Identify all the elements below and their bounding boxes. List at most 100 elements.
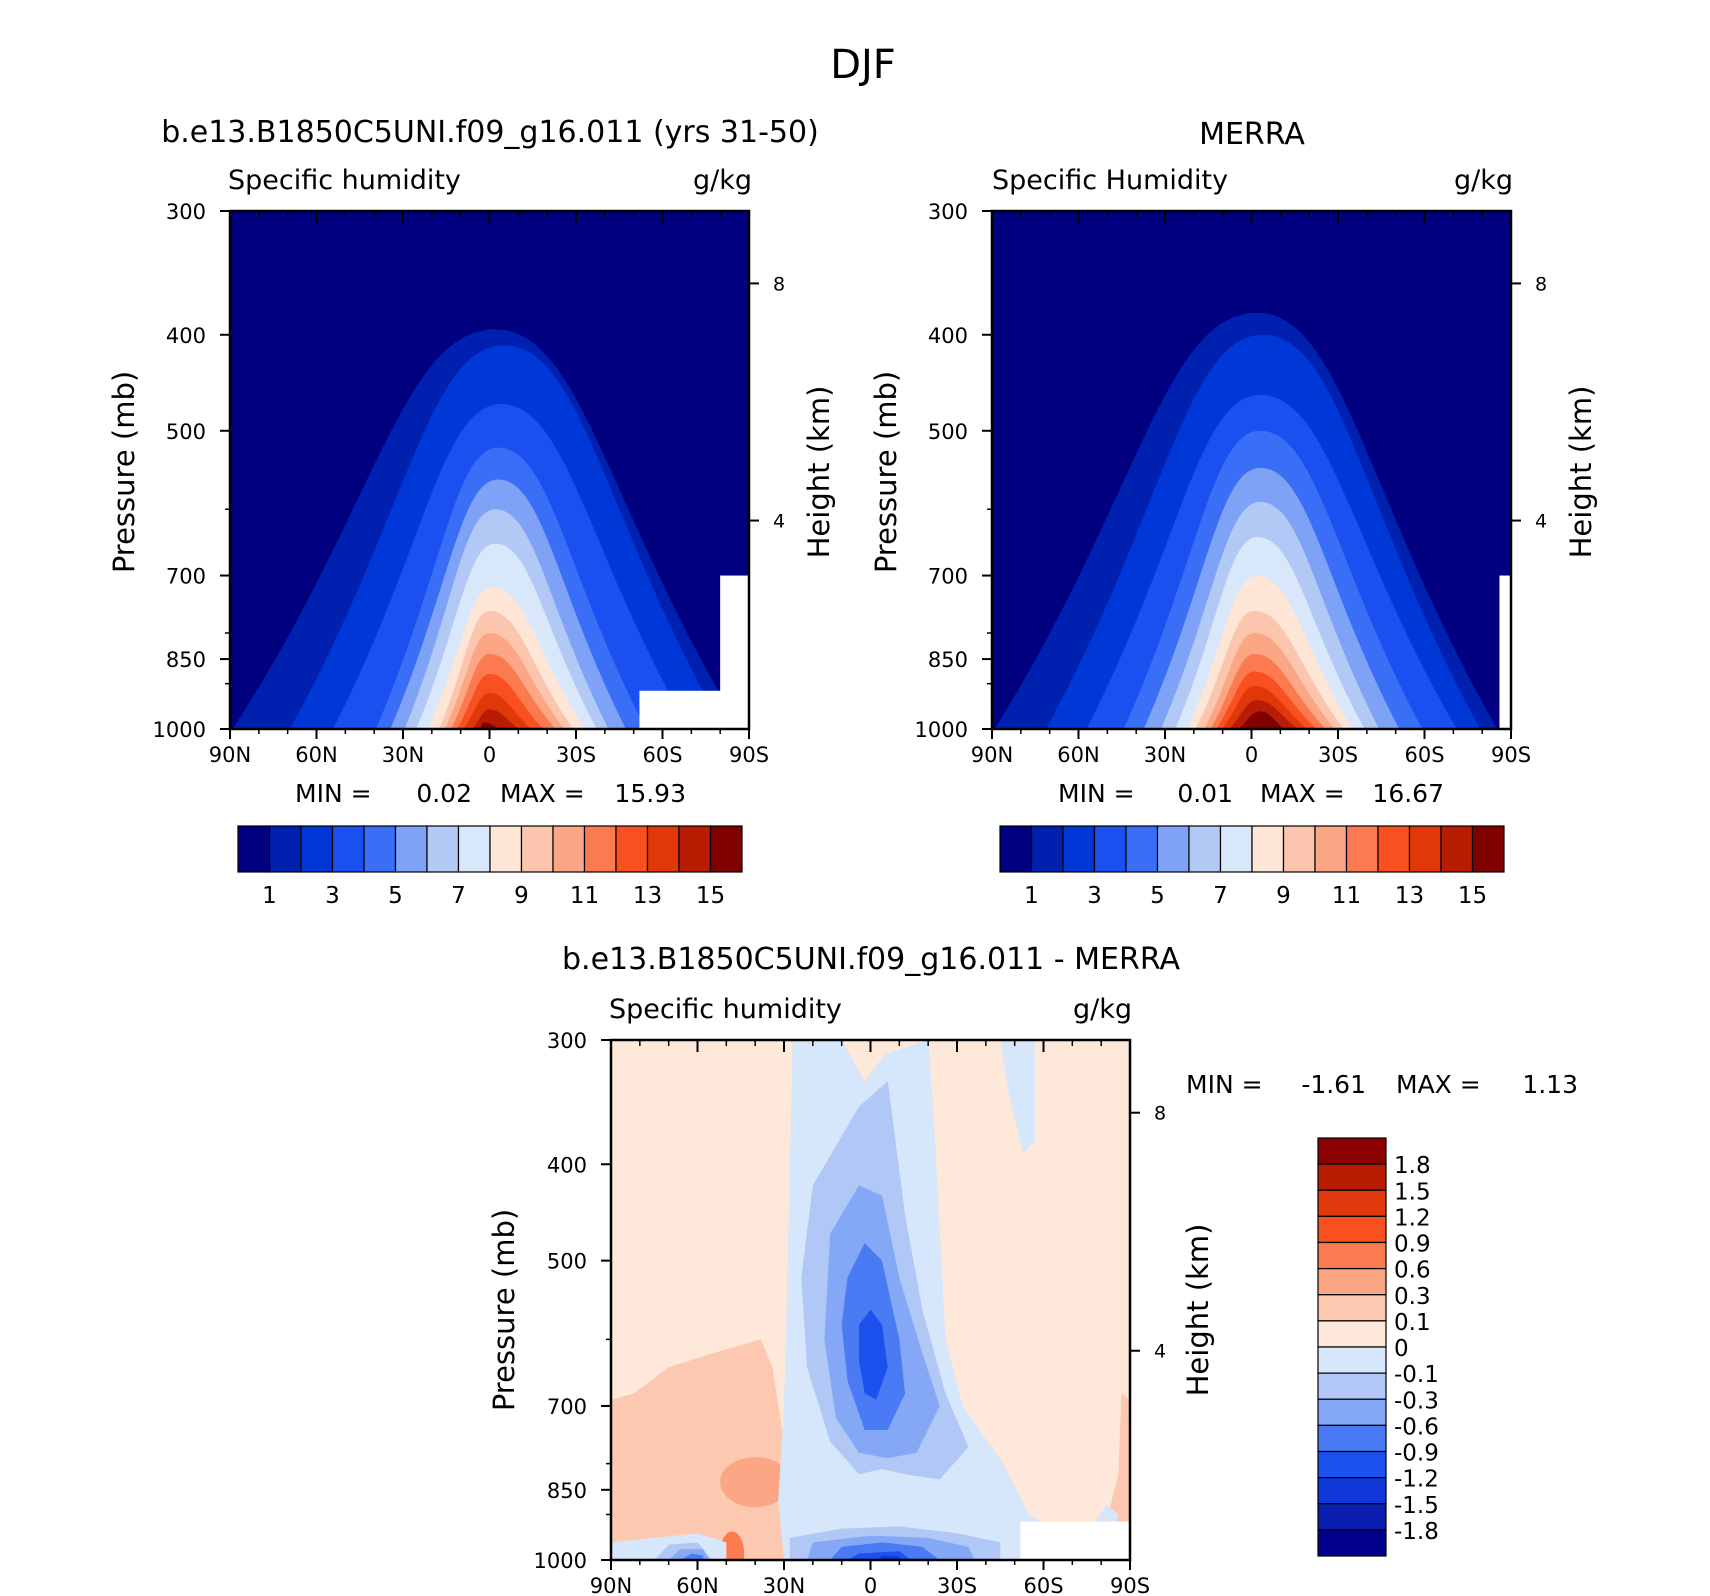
colorbar-swatch: [1408, 825, 1442, 873]
pressure-tick-label: 400: [928, 324, 968, 348]
height-tick-label: 8: [1535, 273, 1547, 295]
colorbar-swatch: [489, 825, 523, 873]
panel-merra-min: 0.01: [1177, 779, 1233, 808]
colorbar-label: 0: [1394, 1336, 1409, 1362]
colorbar-swatch: [1251, 825, 1285, 873]
colorbar-swatch: [1317, 1503, 1387, 1531]
lat-tick-label: 90N: [971, 743, 1013, 767]
colorbar-swatch: [1317, 1450, 1387, 1479]
colorbar-swatch: [999, 825, 1033, 873]
lat-tick-label: 0: [864, 1574, 877, 1596]
pressure-tick-label: 300: [166, 200, 206, 224]
lat-tick-label: 90N: [209, 743, 251, 767]
panel-merra-units: g/kg: [1454, 165, 1513, 196]
lat-tick-label: 30N: [382, 743, 424, 767]
pressure-tick-label: 1000: [915, 718, 968, 742]
panel-diff-min-label: MIN =: [1186, 1070, 1263, 1099]
pressure-tick-label: 1000: [534, 1549, 587, 1573]
colorbar-swatch: [1440, 825, 1474, 873]
pressure-tick-label: 400: [547, 1153, 587, 1177]
panel-merra-max: 16.67: [1372, 779, 1444, 808]
colorbar-swatch: [1317, 1215, 1387, 1244]
panel-diff-subtitle: Specific humidity: [609, 994, 842, 1025]
colorbar-swatch: [1317, 1320, 1387, 1348]
colorbar-swatch: [457, 825, 491, 873]
lat-tick-label: 60S: [1404, 743, 1444, 767]
colorbar-swatch: [1125, 825, 1159, 873]
colorbar-swatch: [1030, 825, 1064, 873]
pressure-tick-label: 500: [166, 420, 206, 444]
lat-tick-label: 30S: [556, 743, 596, 767]
lat-tick-label: 30N: [763, 1574, 805, 1596]
contour-band: [1000, 1040, 1035, 1154]
colorbar-swatch: [1188, 825, 1222, 873]
colorbar-swatch: [1317, 1137, 1387, 1165]
colorbar-label: 15: [1458, 883, 1487, 909]
colorbar-swatch: [1317, 1163, 1387, 1191]
colorbar-label: -1.5: [1394, 1493, 1439, 1519]
colorbar-swatch: [1317, 1529, 1387, 1557]
colorbar-swatch: [1317, 1424, 1387, 1453]
colorbar-label: -0.6: [1394, 1414, 1439, 1440]
colorbar-label: 7: [1213, 883, 1228, 909]
panel-diff-min: -1.61: [1301, 1070, 1366, 1099]
pressure-tick-label: 1000: [153, 718, 206, 742]
pressure-tick-label: 400: [166, 324, 206, 348]
colorbar-swatch: [1317, 1477, 1387, 1505]
colorbar-label: 13: [1395, 883, 1424, 909]
panel-model-max: 15.93: [614, 779, 686, 808]
pressure-tick-label: 700: [928, 565, 968, 589]
colorbar-label: -0.9: [1394, 1441, 1439, 1467]
colorbar-label: 9: [514, 883, 529, 909]
colorbar-swatch: [300, 825, 334, 873]
colorbar-label: -0.3: [1394, 1388, 1439, 1414]
height-tick-label: 8: [773, 273, 785, 295]
colorbar-swatch: [426, 825, 460, 873]
colorbar-swatch: [646, 825, 680, 873]
colorbar-label: 5: [388, 883, 403, 909]
panel-merra-title: MERRA: [1199, 117, 1305, 152]
lat-tick-label: 60N: [1057, 743, 1099, 767]
colorbar-model: 1 3 5 7 9 11 13 15: [237, 825, 743, 909]
lat-tick-label: 60N: [676, 1574, 718, 1596]
colorbar-swatch: [363, 825, 397, 873]
lat-tick-label: 30N: [1144, 743, 1186, 767]
colorbar-label: 11: [1332, 883, 1361, 909]
contour-field: [992, 211, 1511, 729]
panel-diff-units: g/kg: [1073, 994, 1132, 1025]
colorbar-swatch: [268, 825, 302, 873]
colorbar-swatch: [1377, 825, 1411, 873]
colorbar-swatch: [331, 825, 365, 873]
contour-band: [1238, 711, 1285, 729]
colorbar-swatch: [678, 825, 712, 873]
height-tick-label: 4: [1154, 1341, 1166, 1363]
colorbar-swatch: [552, 825, 586, 873]
colorbar-swatch: [1317, 1294, 1387, 1322]
colorbar-label: 1: [262, 883, 277, 909]
panel-diff-ylabel: Pressure (mb): [487, 1209, 521, 1411]
height-tick-label: 8: [1154, 1103, 1166, 1125]
topography-mask: [720, 575, 749, 729]
panel-model-ylabel: Pressure (mb): [107, 371, 141, 573]
lat-tick-label: 90S: [729, 743, 769, 767]
panel-model-min: 0.02: [416, 779, 472, 808]
pressure-tick-label: 500: [547, 1250, 587, 1274]
figure-title: DJF: [830, 42, 896, 88]
colorbar-swatch: [1093, 825, 1127, 873]
height-tick-label: 4: [773, 511, 785, 533]
topography-mask: [1499, 575, 1511, 729]
colorbar-label: -1.8: [1394, 1519, 1439, 1545]
colorbar-swatch: [1471, 825, 1505, 873]
colorbar-label: 0.9: [1394, 1232, 1431, 1258]
panel-diff-y2label: Height (km): [1181, 1224, 1215, 1397]
lat-tick-label: 90S: [1110, 1574, 1150, 1596]
lat-tick-label: 60S: [1023, 1574, 1063, 1596]
colorbar-label: 11: [570, 883, 599, 909]
lat-tick-label: 30S: [1318, 743, 1358, 767]
pressure-tick-label: 700: [547, 1395, 587, 1419]
panel-diff-title: b.e13.B1850C5UNI.f09_g16.011 - MERRA: [562, 942, 1180, 977]
